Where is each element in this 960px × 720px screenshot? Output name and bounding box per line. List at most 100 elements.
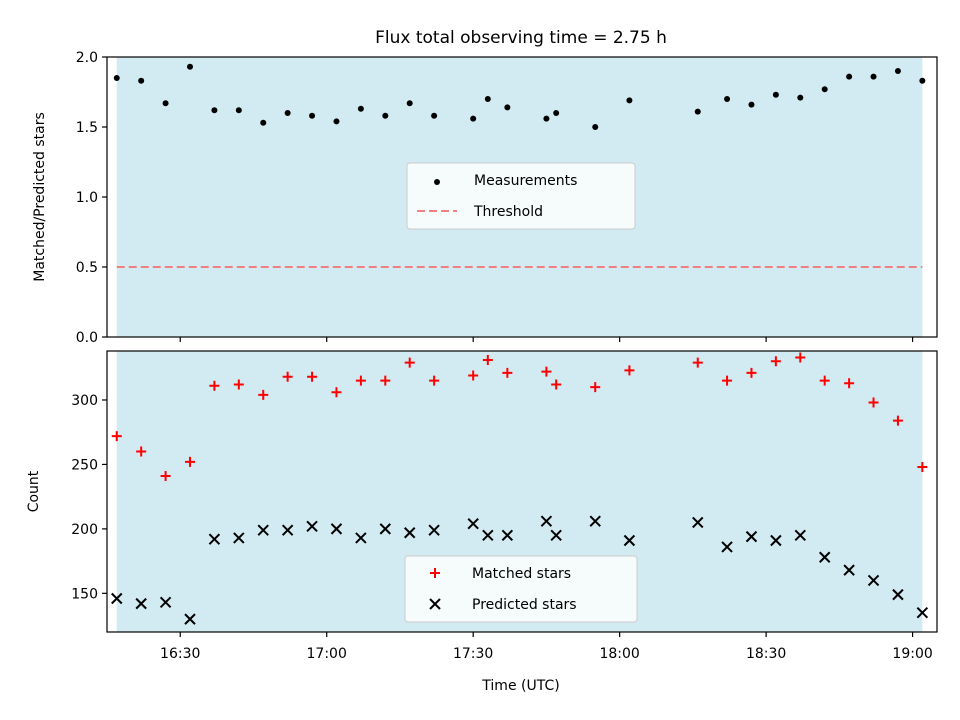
data-point: [843, 564, 855, 576]
data-point: [382, 112, 389, 119]
data-point: [543, 115, 550, 122]
data-point: [162, 100, 169, 107]
legend-marker: [430, 568, 440, 578]
data-point: [138, 77, 145, 84]
x-tick-label: 16:30: [160, 646, 200, 662]
data-point: [748, 101, 755, 108]
x-tick-label: 17:30: [453, 646, 493, 662]
data-point: [380, 375, 391, 386]
axes-frame: [106, 350, 938, 633]
data-point: [233, 532, 245, 544]
data-point: [590, 382, 601, 393]
data-point: [623, 534, 636, 547]
data-point: [624, 365, 635, 376]
data-point: [746, 367, 757, 378]
data-point: [504, 104, 511, 111]
legend-box: [406, 162, 636, 230]
data-point: [844, 378, 855, 389]
data-point: [159, 596, 172, 609]
data-point: [184, 613, 196, 625]
data-point: [794, 529, 807, 542]
y-tick-label: 2.0: [76, 50, 98, 66]
data-point: [284, 110, 291, 116]
legend-marker: [434, 179, 440, 185]
data-point: [111, 431, 122, 442]
legend-label: Threshold: [473, 204, 543, 220]
data-point: [235, 107, 242, 114]
data-point: [501, 529, 514, 542]
data-point: [821, 86, 828, 93]
y-axis-label: Matched/Predicted stars: [32, 112, 48, 282]
data-point: [846, 73, 853, 80]
data-point: [867, 574, 880, 587]
data-point: [894, 68, 901, 74]
data-point: [502, 367, 513, 378]
series-measurements: [113, 63, 926, 130]
data-point: [187, 63, 193, 70]
data-point: [257, 524, 269, 536]
data-point: [694, 108, 701, 115]
series-predicted-stars: [111, 515, 929, 625]
data-point: [626, 97, 633, 104]
data-point: [770, 356, 781, 367]
data-point: [692, 516, 704, 529]
y-axis-label: Count: [26, 470, 42, 512]
x-tick-label: 18:30: [746, 646, 786, 662]
legend-label: Matched stars: [472, 566, 571, 582]
data-point: [722, 375, 733, 386]
data-point: [592, 124, 599, 130]
data-point: [724, 96, 731, 102]
data-point: [550, 529, 562, 542]
data-point: [113, 75, 120, 81]
data-point: [355, 532, 367, 544]
legend: Matched stars Predicted stars: [404, 555, 638, 623]
data-point: [260, 119, 267, 126]
data-point: [307, 371, 318, 382]
data-point: [431, 112, 438, 119]
data-point: [745, 530, 758, 543]
data-point: [467, 518, 479, 530]
y-tick-label: 250: [71, 457, 98, 473]
data-point: [331, 387, 342, 398]
data-point: [589, 515, 601, 527]
data-point: [468, 370, 479, 381]
data-point: [540, 515, 553, 527]
x-tick-label: 17:00: [307, 646, 347, 662]
data-point: [917, 462, 928, 473]
legend-box: [404, 555, 638, 623]
data-point: [309, 112, 316, 119]
data-point: [482, 529, 494, 542]
data-point: [819, 375, 830, 386]
x-axis-label: Time (UTC): [481, 678, 559, 694]
y-tick-label: 1.5: [76, 120, 98, 136]
ratio-panel: 0.0 0.5 1.0 1.5 2.0 Matched/Predicted stars Me…: [32, 50, 938, 346]
data-point: [379, 523, 392, 535]
data-point: [136, 446, 147, 457]
data-point: [721, 541, 733, 553]
data-point: [470, 115, 477, 122]
data-point: [355, 375, 366, 386]
legend: Measurements Threshold: [406, 162, 636, 230]
x-tick-label: 19:00: [892, 646, 932, 662]
data-point: [692, 357, 703, 368]
data-point: [868, 397, 879, 408]
data-point: [209, 380, 220, 391]
data-point: [795, 352, 806, 363]
data-point: [211, 107, 218, 114]
legend-label: Measurements: [474, 173, 577, 189]
data-point: [330, 523, 343, 535]
data-point: [282, 371, 293, 382]
data-point: [160, 471, 171, 482]
chart-title: Flux total observing time = 2.75 h: [375, 28, 667, 48]
data-point: [482, 355, 493, 366]
data-point: [541, 366, 552, 377]
data-point: [333, 118, 340, 125]
data-point: [892, 415, 903, 426]
data-point: [281, 524, 294, 536]
data-point: [484, 96, 491, 102]
data-point: [306, 520, 318, 533]
data-point: [892, 588, 904, 601]
y-tick-label: 0.5: [76, 260, 98, 276]
series-matched-stars: [111, 352, 928, 482]
